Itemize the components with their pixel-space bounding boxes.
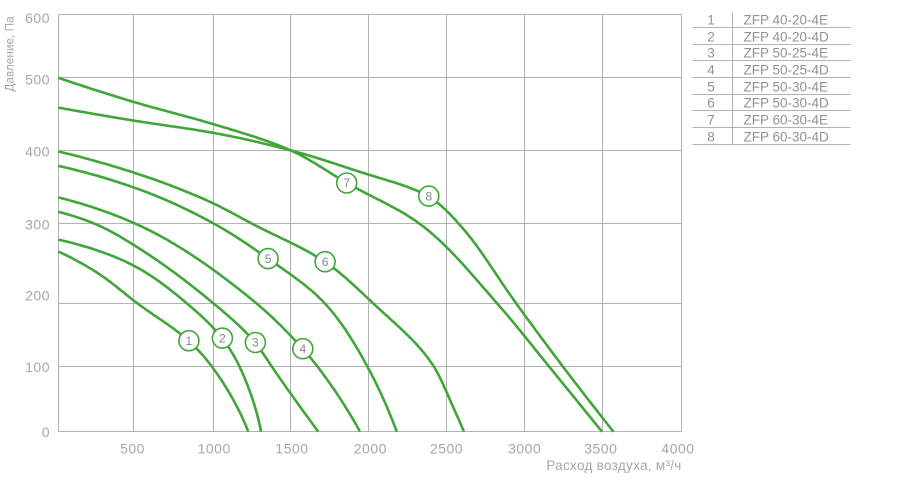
svg-text:6: 6 bbox=[322, 255, 329, 269]
svg-text:200: 200 bbox=[25, 287, 50, 303]
svg-text:3: 3 bbox=[252, 336, 259, 350]
svg-text:ZFP 50-25-4D: ZFP 50-25-4D bbox=[744, 63, 830, 78]
svg-text:0: 0 bbox=[42, 424, 50, 440]
svg-text:100: 100 bbox=[25, 359, 50, 375]
svg-text:400: 400 bbox=[25, 143, 50, 159]
svg-text:Расход воздуха, м³/ч: Расход воздуха, м³/ч bbox=[546, 458, 681, 473]
svg-text:ZFP 50-30-4E: ZFP 50-30-4E bbox=[744, 80, 829, 95]
svg-text:2500: 2500 bbox=[430, 440, 463, 456]
svg-text:ZFP 40-20-4D: ZFP 40-20-4D bbox=[744, 30, 830, 45]
svg-text:5: 5 bbox=[265, 252, 272, 266]
svg-text:1000: 1000 bbox=[198, 440, 231, 456]
svg-text:600: 600 bbox=[25, 10, 50, 26]
svg-text:ZFP 50-25-4E: ZFP 50-25-4E bbox=[744, 46, 829, 61]
svg-text:5: 5 bbox=[707, 80, 715, 95]
svg-text:ZFP 50-30-4D: ZFP 50-30-4D bbox=[744, 96, 830, 111]
svg-text:3: 3 bbox=[707, 46, 715, 61]
svg-text:ZFP 60-30-4E: ZFP 60-30-4E bbox=[744, 113, 829, 128]
svg-text:3000: 3000 bbox=[508, 440, 541, 456]
svg-text:500: 500 bbox=[120, 440, 145, 456]
svg-text:1: 1 bbox=[186, 334, 193, 348]
svg-text:2: 2 bbox=[707, 30, 715, 45]
svg-text:7: 7 bbox=[343, 176, 350, 190]
svg-text:1: 1 bbox=[707, 13, 715, 28]
svg-text:300: 300 bbox=[25, 216, 50, 232]
svg-text:4: 4 bbox=[707, 63, 715, 78]
svg-text:1500: 1500 bbox=[275, 440, 308, 456]
svg-text:2: 2 bbox=[219, 331, 226, 345]
svg-text:4: 4 bbox=[299, 342, 306, 356]
svg-text:7: 7 bbox=[707, 113, 715, 128]
svg-text:2000: 2000 bbox=[354, 440, 387, 456]
svg-text:ZFP 40-20-4E: ZFP 40-20-4E bbox=[744, 13, 829, 28]
svg-text:500: 500 bbox=[25, 71, 50, 87]
svg-text:8: 8 bbox=[707, 130, 715, 145]
svg-text:Давление, Па: Давление, Па bbox=[3, 16, 17, 92]
svg-text:8: 8 bbox=[425, 189, 432, 203]
svg-text:6: 6 bbox=[707, 96, 715, 111]
svg-text:4000: 4000 bbox=[661, 440, 694, 456]
svg-text:3500: 3500 bbox=[584, 440, 617, 456]
svg-text:ZFP 60-30-4D: ZFP 60-30-4D bbox=[744, 130, 830, 145]
